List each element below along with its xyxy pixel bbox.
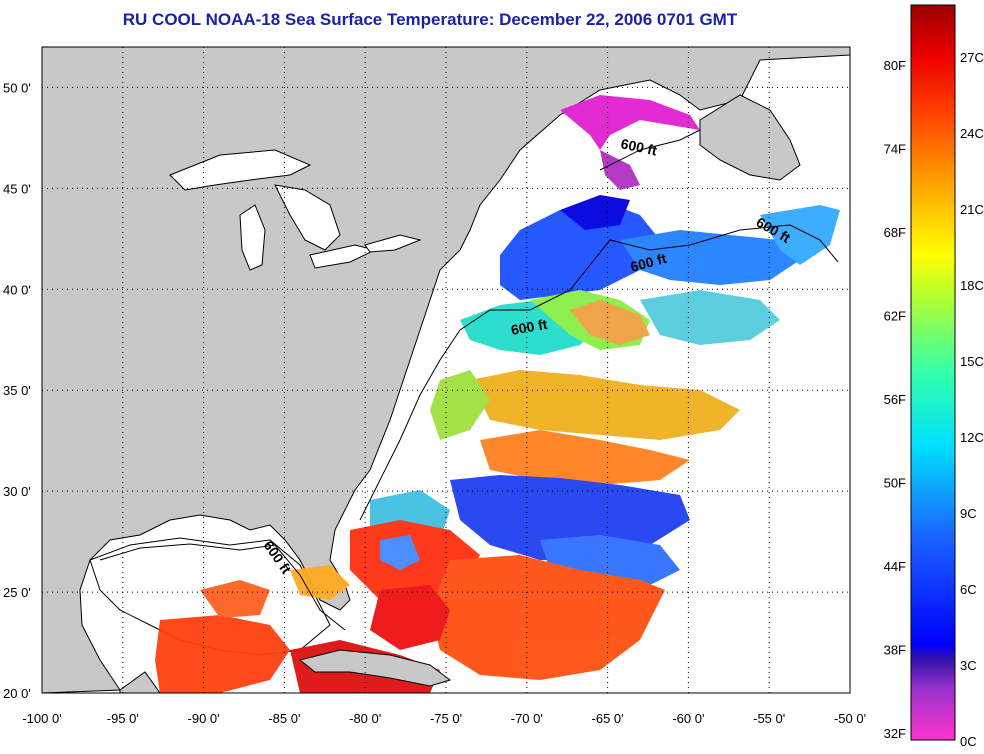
colorbar-c-label: 27C <box>960 50 984 65</box>
great-lakes <box>169 149 312 191</box>
land-north-america <box>42 47 850 693</box>
contour-label: 600 ft <box>510 316 549 338</box>
latitude-tick-label: 50 0' <box>3 80 31 95</box>
longitude-axis: -100 0' -95 0' -90 0' -85 0' -80 0' -75 0' -70… <box>22 711 866 726</box>
longitude-tick-label: -75 0' <box>430 711 462 726</box>
colorbar <box>910 4 956 741</box>
sst-imagery <box>155 95 840 693</box>
longitude-tick-label: -80 0' <box>349 711 381 726</box>
colorbar-c-label: 6C <box>960 582 977 597</box>
colorbar-f-label: 74F <box>884 142 906 157</box>
longitude-tick-label: -55 0' <box>753 711 785 726</box>
land-yucatan <box>119 671 161 693</box>
colorbar-f-label: 44F <box>884 559 906 574</box>
colorbar-c-label: 3C <box>960 658 977 673</box>
map-title: RU COOL NOAA-18 Sea Surface Temperature:… <box>122 10 738 29</box>
longitude-tick-label: -95 0' <box>107 711 139 726</box>
colorbar-c-label: 0C <box>960 734 977 749</box>
longitude-tick-label: -50 0' <box>834 711 866 726</box>
colorbar-c-label: 15C <box>960 354 984 369</box>
colorbar-c-label: 12C <box>960 430 984 445</box>
colorbar-f-label: 38F <box>884 643 906 658</box>
longitude-tick-label: -85 0' <box>268 711 300 726</box>
colorbar-f-label: 50F <box>884 476 906 491</box>
land-newfoundland <box>699 94 801 181</box>
colorbar-f-label: 68F <box>884 225 906 240</box>
contour-label: 600 ft <box>619 135 658 158</box>
latitude-tick-label: 45 0' <box>3 181 31 196</box>
latitude-tick-label: 30 0' <box>3 484 31 499</box>
colorbar-f-label: 32F <box>884 726 906 741</box>
longitude-tick-label: -90 0' <box>188 711 220 726</box>
colorbar-c-label: 9C <box>960 506 977 521</box>
colorbar-f-label: 56F <box>884 392 906 407</box>
latitude-tick-label: 35 0' <box>3 383 31 398</box>
colorbar-fahrenheit-labels: 80F 74F 68F 62F 56F 50F 44F 38F 32F <box>884 58 906 741</box>
colorbar-celsius-labels: 27C 24C 21C 18C 15C 12C 9C 6C 3C 0C <box>960 50 984 749</box>
colorbar-c-label: 21C <box>960 202 984 217</box>
latitude-tick-label: 20 0' <box>3 686 31 701</box>
longitude-tick-label: -60 0' <box>672 711 704 726</box>
map-border <box>41 46 851 694</box>
bathymetry-contour-600ft <box>99 129 839 631</box>
latitude-axis: 20 0' 25 0' 30 0' 35 0' 40 0' 45 0' 50 0' <box>3 80 31 701</box>
latitude-tick-label: 40 0' <box>3 282 31 297</box>
longitude-tick-label: -65 0' <box>592 711 624 726</box>
longitude-tick-label: -100 0' <box>22 711 61 726</box>
latitude-tick-label: 25 0' <box>3 585 31 600</box>
colorbar-f-label: 62F <box>884 309 906 324</box>
colorbar-c-label: 18C <box>960 278 984 293</box>
longitude-tick-label: -70 0' <box>511 711 543 726</box>
colorbar-f-label: 80F <box>884 58 906 73</box>
colorbar-c-label: 24C <box>960 126 984 141</box>
